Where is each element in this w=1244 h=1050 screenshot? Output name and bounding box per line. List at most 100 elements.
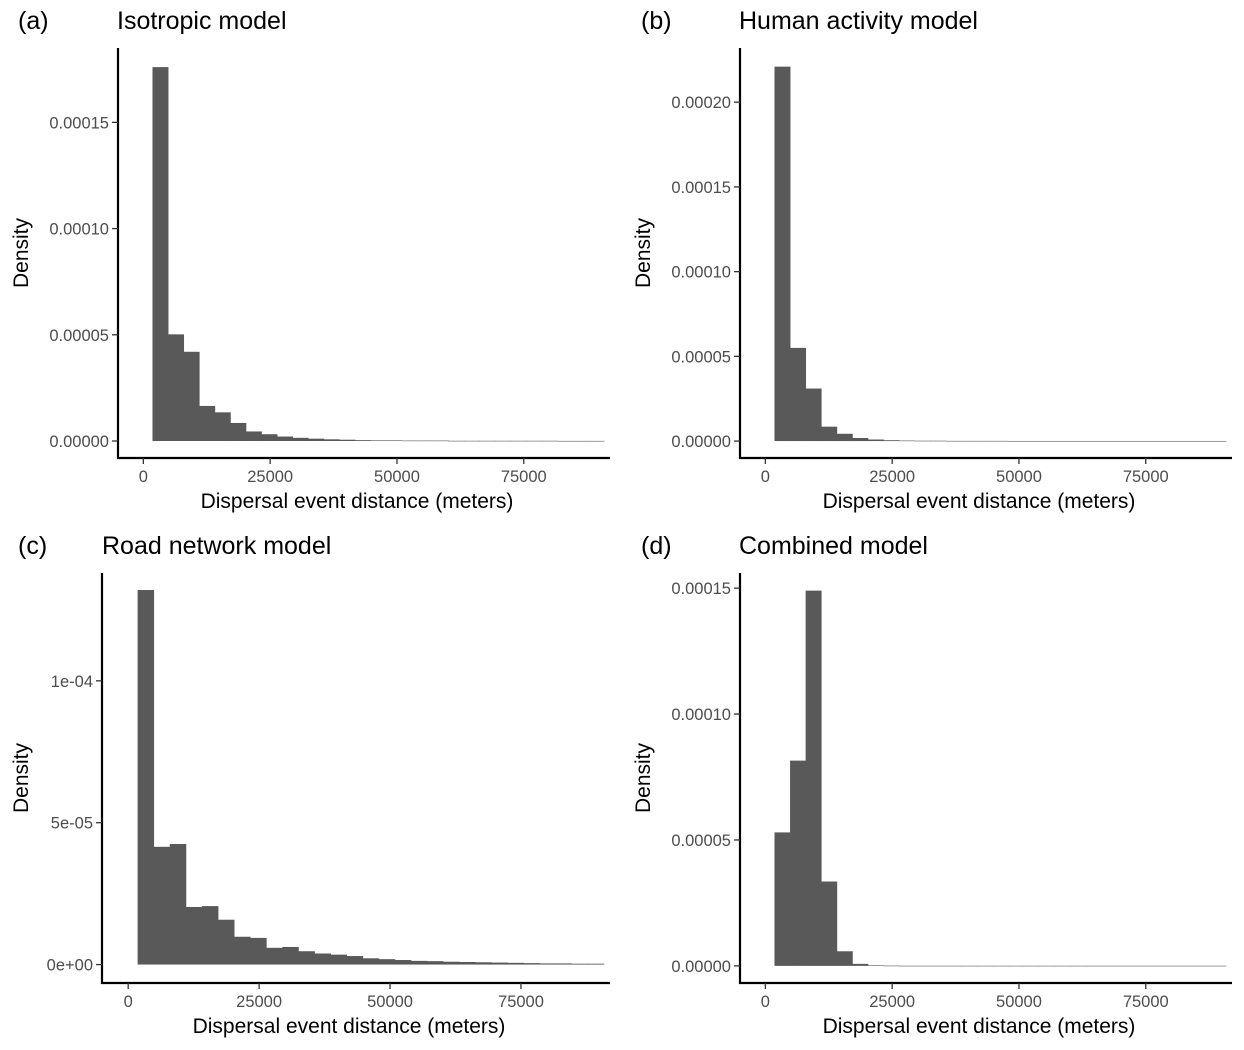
histogram-bar: [1085, 440, 1102, 442]
histogram-bar: [852, 963, 869, 966]
y-tick-label: 0.00010: [49, 221, 109, 239]
x-tick-label: 50000: [367, 993, 413, 1011]
histogram-bar: [354, 440, 371, 442]
histogram-bar: [401, 440, 418, 442]
histogram-bar: [266, 947, 283, 965]
histogram-bar: [510, 440, 527, 442]
histogram-bar: [899, 965, 916, 967]
histogram-bar: [1023, 965, 1040, 967]
histogram-bar: [1070, 440, 1087, 442]
histogram-bar: [587, 963, 605, 965]
x-tick-label: 75000: [1123, 993, 1169, 1011]
histogram-bar: [557, 440, 574, 442]
x-tick-label: 25000: [869, 468, 915, 486]
histogram-bar: [250, 937, 267, 965]
histogram-bar: [137, 590, 155, 965]
histogram-bars: [774, 66, 1227, 442]
histogram-bar: [1039, 440, 1056, 442]
histogram-bar: [523, 963, 540, 965]
histogram-bar: [410, 960, 428, 965]
panel-b: 0.00000 0.00005 0.00010 0.00015 0.00020 0 2500…: [632, 7, 1232, 513]
histogram-bar: [169, 843, 187, 965]
panel-title: Human activity model: [739, 7, 978, 35]
histogram-bar: [774, 832, 791, 966]
y-tick-label: 0.00000: [671, 958, 731, 976]
histogram-bar: [323, 439, 340, 442]
histogram-bar: [443, 961, 460, 965]
histogram-bar: [1210, 965, 1227, 967]
y-tick-label: 0.00000: [671, 433, 731, 451]
histogram-bar: [1210, 440, 1227, 442]
histogram-bar: [572, 440, 589, 442]
histogram-bar: [394, 960, 412, 965]
histogram-bar: [168, 334, 185, 441]
x-tick-label: 25000: [236, 993, 282, 1011]
panel-d: 0.00000 0.00005 0.00010 0.00015 0 25000 50000 7…: [632, 532, 1232, 1038]
histogram-bar: [459, 962, 476, 965]
histogram-bar: [308, 438, 325, 442]
histogram-bar: [448, 440, 465, 442]
histogram-bar: [491, 962, 508, 965]
histogram-bar: [427, 961, 444, 965]
histogram-bar: [185, 906, 203, 965]
x-tick-label: 75000: [1123, 468, 1169, 486]
x-axis-title: Dispersal event distance (meters): [201, 490, 514, 513]
histogram-bar: [292, 437, 309, 442]
histogram-bar: [914, 440, 931, 442]
x-tick-label: 25000: [869, 993, 915, 1011]
histogram-bar: [1132, 440, 1149, 442]
histogram-bar: [277, 436, 294, 441]
histogram-bar: [961, 965, 978, 967]
panel-tag: (c): [18, 532, 47, 560]
histogram-bar: [836, 951, 853, 966]
x-tick-label: 50000: [374, 468, 420, 486]
histogram-bar: [930, 440, 947, 442]
histogram-bar: [821, 881, 838, 966]
histogram-bar: [153, 846, 171, 965]
histogram-bar: [386, 440, 403, 442]
histogram-bar: [1008, 965, 1025, 967]
histogram-bar: [1194, 965, 1211, 967]
y-tick-label: 0.00010: [671, 264, 731, 282]
histogram-bar: [526, 440, 543, 442]
histogram-bar: [1039, 965, 1056, 967]
histogram-bar: [805, 388, 822, 442]
histogram-bar: [1008, 440, 1025, 442]
y-axis-title: Density: [632, 742, 655, 813]
y-tick-label: 0.00015: [671, 580, 731, 598]
histogram-bar: [230, 422, 247, 442]
histogram-bar: [976, 440, 993, 442]
x-tick-label: 75000: [501, 468, 547, 486]
histogram-bar: [245, 431, 262, 442]
histogram-bar: [507, 962, 524, 965]
histogram-bar: [539, 963, 557, 965]
x-tick-label: 50000: [996, 993, 1042, 1011]
histogram-bar: [475, 962, 492, 965]
histogram-bar: [1023, 440, 1040, 442]
y-tick-label: 0.00010: [671, 706, 731, 724]
histogram-bar: [378, 959, 396, 965]
histogram-bar: [1117, 440, 1134, 442]
histogram-bar: [883, 440, 900, 442]
histogram-bar: [362, 958, 380, 965]
histogram-bar: [1132, 965, 1149, 967]
histogram-bar: [1054, 965, 1071, 967]
histogram-bar: [992, 440, 1009, 442]
histogram-bar: [1148, 440, 1165, 442]
panel-a: 0.00000 0.00005 0.00010 0.00015 0 25000 50000 7…: [10, 7, 610, 513]
x-tick-label: 25000: [247, 468, 293, 486]
histogram-bar: [1054, 440, 1071, 442]
histogram-bars: [137, 590, 605, 965]
x-tick-label: 0: [761, 993, 770, 1011]
x-tick-label: 0: [139, 468, 148, 486]
y-tick-label: 0.00005: [671, 832, 731, 850]
histogram-bar: [1163, 440, 1180, 442]
histogram-bar: [899, 440, 916, 442]
y-axis-title: Density: [10, 217, 33, 288]
histogram-bar: [945, 965, 962, 967]
y-tick-label: 0.00005: [49, 327, 109, 345]
histogram-bar: [867, 439, 884, 442]
histogram-bar: [976, 965, 993, 967]
histogram-bar: [1148, 965, 1165, 967]
